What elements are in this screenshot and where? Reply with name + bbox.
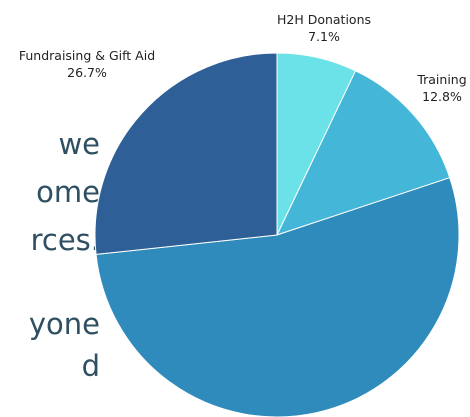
slice-label-h2h-donations: H2H Donations: [277, 12, 371, 27]
background-text-line: yone: [28, 307, 100, 341]
pie-labels: H2H Donations 7.1% Training 12.8% Fundra…: [19, 12, 467, 104]
pie-slice-fundraising-gift-aid: [94, 52, 278, 255]
background-text-line: we: [58, 127, 100, 161]
slice-label-training: Training: [416, 72, 466, 87]
slice-percent-h2h-donations: 7.1%: [308, 29, 340, 44]
pie-slices: [94, 52, 460, 417]
pie-slice-training: [276, 70, 451, 236]
slice-label-fundraising: Fundraising & Gift Aid: [19, 48, 155, 63]
background-text-line: rces.: [30, 223, 100, 257]
pie-slice-slice-2: [95, 177, 460, 417]
slice-percent-training: 12.8%: [422, 89, 462, 104]
background-text: we ome rces. yone d: [0, 0, 100, 417]
background-text-line: ome: [36, 175, 100, 209]
background-text-line: d: [81, 349, 100, 383]
slice-percent-fundraising: 26.7%: [67, 65, 107, 80]
